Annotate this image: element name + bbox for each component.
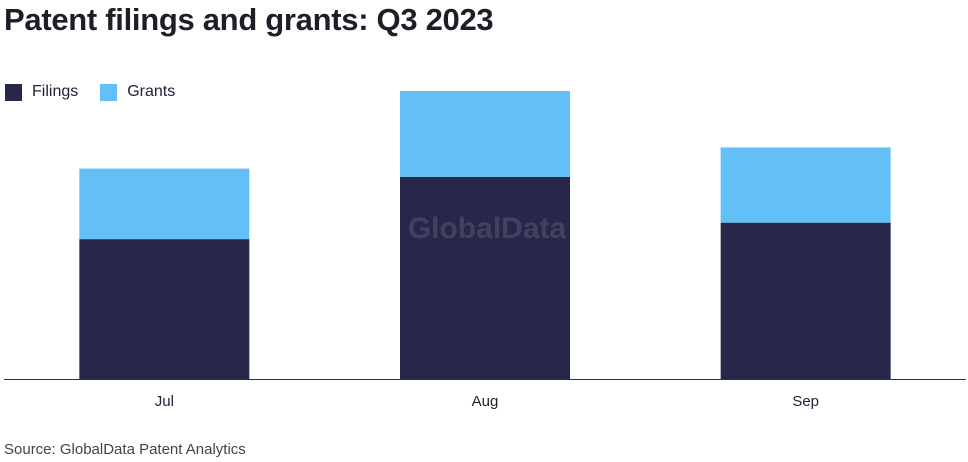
x-tick-label: Aug xyxy=(472,393,499,410)
x-tick-label: Jul xyxy=(155,393,174,410)
x-tick-label: Sep xyxy=(792,393,819,410)
legend-label-grants: Grants xyxy=(127,83,176,100)
legend-label-filings: Filings xyxy=(32,83,79,100)
watermark-logo: GlobalData xyxy=(408,212,567,245)
bar-grants-jul xyxy=(79,168,250,240)
legend-swatch-grants xyxy=(100,83,118,101)
bar-filings-jul xyxy=(79,239,250,379)
bar-grants-aug xyxy=(400,91,570,177)
bar-filings-sep xyxy=(720,222,891,379)
source-note: Source: GlobalData Patent Analytics xyxy=(4,441,246,458)
bar-grants-sep xyxy=(720,147,891,223)
bar-filings-aug xyxy=(400,176,570,379)
chart-title: Patent filings and grants: Q3 2023 xyxy=(4,2,494,37)
legend: Filings Grants xyxy=(5,83,197,101)
legend-item-grants: Grants xyxy=(100,83,175,101)
legend-swatch-filings xyxy=(5,83,22,101)
legend-item-filings: Filings xyxy=(5,83,78,101)
